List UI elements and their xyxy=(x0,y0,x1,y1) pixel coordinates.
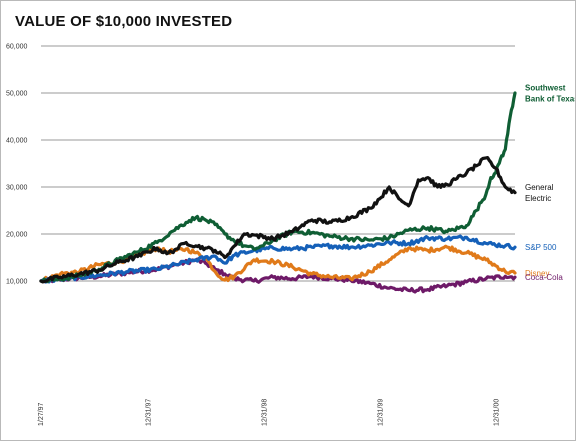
x-tick-label: 12/31/98 xyxy=(261,399,268,426)
series-label: Disney xyxy=(525,269,549,278)
series-label: Southwest xyxy=(525,84,566,93)
chart-title: VALUE OF $10,000 INVESTED xyxy=(15,13,233,30)
y-axis-ticks: 60,000 50,000 40,000 30,000 20,000 10,000 xyxy=(6,44,28,286)
y-tick-label: 40,000 xyxy=(6,138,28,145)
y-tick-label: 50,000 xyxy=(6,91,28,98)
series-end-labels: Southwest Bank of Texas General Electric S&P… xyxy=(525,84,575,283)
series-line xyxy=(39,234,517,284)
x-tick-label: 1/27/97 xyxy=(38,403,45,426)
y-tick-label: 30,000 xyxy=(6,185,28,192)
series-label: Electric xyxy=(525,194,551,203)
y-tick-label: 60,000 xyxy=(6,44,28,51)
series-label: S&P 500 xyxy=(525,243,557,252)
y-tick-label: 20,000 xyxy=(6,232,28,239)
x-tick-label: 12/31/99 xyxy=(378,399,385,426)
x-tick-label: 12/31/00 xyxy=(494,399,501,426)
y-tick-label: 10,000 xyxy=(6,279,28,286)
series-label: Coca-Cola xyxy=(525,273,563,282)
series-line xyxy=(39,156,517,284)
x-tick-label: 12/31/97 xyxy=(145,399,152,426)
series-lines xyxy=(39,91,517,294)
series-label: General xyxy=(525,183,554,192)
series-label: Bank of Texas xyxy=(525,95,575,104)
x-axis-ticks: 1/27/97 12/31/97 12/31/98 12/31/99 12/31/00 xyxy=(38,399,501,426)
